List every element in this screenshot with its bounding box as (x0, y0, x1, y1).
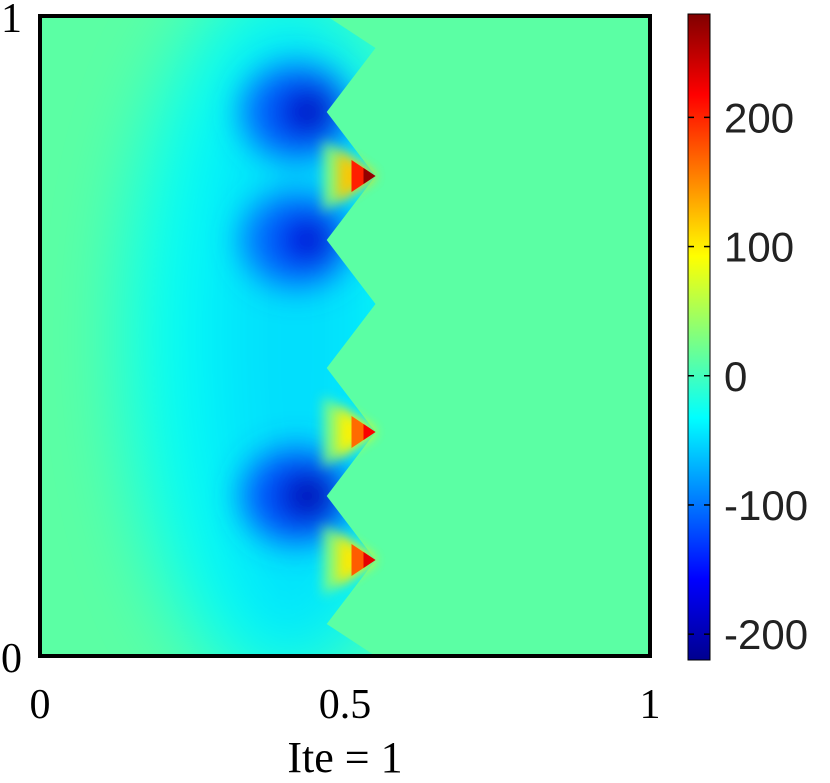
plot-area (40, 16, 650, 656)
peak-0 (323, 140, 376, 212)
y-tick-label: 0 (1, 636, 22, 682)
y-tick-label: 1 (1, 0, 22, 42)
colorbar-ticks: -200 -100 0 100 200 (688, 94, 808, 658)
colorbar-tick-label: 0 (724, 353, 747, 400)
colorbar-tick-label: 100 (724, 224, 794, 271)
colorbar (687, 13, 711, 661)
peak-2 (323, 524, 376, 596)
colorbar-tick-label: -100 (724, 482, 808, 529)
x-tick-label: 0.5 (319, 682, 372, 728)
x-tick-label: 0 (30, 682, 51, 728)
plot-frame (38, 14, 652, 658)
x-tick-label: 1 (640, 682, 661, 728)
x-tick-labels: 0 0.5 1 (30, 682, 661, 728)
trough-core-0 (302, 100, 327, 124)
trough-core-2 (302, 484, 327, 508)
y-tick-labels: 01 (1, 0, 22, 682)
x-axis-label: Ite = 1 (287, 733, 402, 782)
interface-right-region (326, 16, 650, 656)
trough-layer (241, 64, 352, 544)
colorbar-tick-label: -200 (724, 611, 808, 658)
colorbar-tick-label: 200 (724, 94, 794, 141)
peak-1 (323, 396, 376, 468)
trough-core-1 (302, 228, 327, 252)
peak-layer (323, 140, 376, 596)
